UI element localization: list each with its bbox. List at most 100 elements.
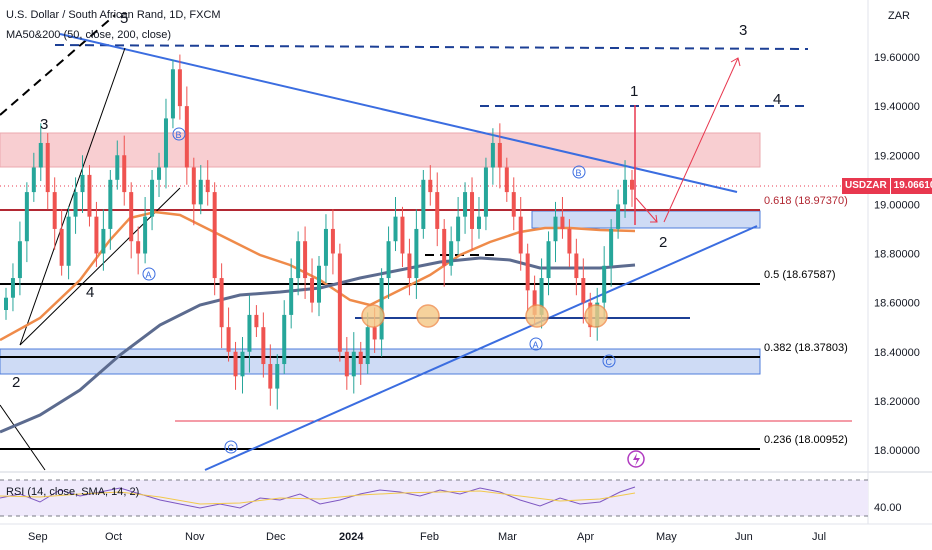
candle: [226, 307, 231, 362]
pivot-marker-4[interactable]: [584, 304, 608, 328]
candle: [150, 169, 155, 231]
candle: [80, 155, 85, 213]
candle: [157, 152, 162, 198]
candle: [351, 332, 356, 394]
candle: [101, 209, 106, 271]
candle: [38, 123, 43, 182]
pivot-marker-1[interactable]: [361, 304, 385, 328]
fib-label-0618: 0.618 (18.97370): [764, 195, 848, 207]
price-tick-label: 18.40000: [874, 347, 920, 359]
black-trend-1[interactable]: [19, 47, 126, 346]
price-tick-label: 19.40000: [874, 101, 920, 113]
candle: [261, 312, 266, 378]
candle: [456, 197, 461, 255]
time-tick-label: Sep: [28, 531, 48, 543]
candle: [136, 226, 141, 275]
time-tick-label: Nov: [185, 531, 205, 543]
candle: [504, 157, 509, 202]
ticker-price: 19.06610: [889, 178, 932, 194]
candle: [303, 226, 308, 299]
price-tick-label: 18.60000: [874, 298, 920, 310]
svg-text:A: A: [146, 270, 152, 280]
candle: [240, 337, 245, 394]
candle: [344, 337, 349, 390]
black-trend-3[interactable]: [0, 404, 46, 471]
chart-title: U.S. Dollar / South African Rand, 1D, FX…: [6, 9, 221, 21]
circle-label-a2: A: [529, 337, 543, 351]
candle: [191, 157, 196, 226]
candle: [275, 354, 280, 410]
candle: [400, 206, 405, 268]
resistance-zone[interactable]: [0, 132, 761, 168]
candle: [490, 128, 495, 185]
candle: [129, 182, 134, 259]
forecast-arrow-up-head: [730, 57, 741, 67]
candle: [170, 59, 175, 129]
candle: [407, 238, 412, 296]
time-axis[interactable]: Sep Oct Nov Dec 2024 Feb Mar Apr May Jun Jul: [28, 531, 826, 543]
candle: [449, 226, 454, 276]
candle: [546, 231, 551, 296]
candle: [17, 221, 22, 296]
pivot-marker-2[interactable]: [416, 304, 440, 328]
candle: [31, 152, 36, 202]
rsi-line[interactable]: [0, 486, 636, 509]
price-axis[interactable]: 19.60000 19.40000 19.20000 19.00000 18.80000…: [874, 52, 920, 457]
candle: [476, 197, 481, 239]
candle: [337, 243, 342, 362]
candle: [24, 182, 29, 263]
candle: [323, 214, 328, 283]
svg-text:C: C: [228, 443, 235, 453]
candle: [108, 169, 113, 250]
price-badge: USDZAR 19.06610: [842, 178, 932, 194]
candle: [414, 209, 419, 299]
candle: [247, 295, 252, 373]
forecast-arrow-up[interactable]: [663, 57, 739, 223]
lightning-event-icon[interactable]: [627, 450, 645, 468]
circle-label-c2: C: [602, 354, 616, 368]
forecast-arrow-down[interactable]: [635, 197, 658, 223]
fib-label-05: 0.5 (18.67587): [764, 269, 836, 281]
ascending-trendline[interactable]: [204, 225, 758, 471]
candle: [393, 197, 398, 252]
rsi-tick-40: 40.00: [874, 502, 902, 514]
ticker-symbol: USDZAR: [842, 178, 890, 194]
candle: [296, 231, 301, 296]
candle: [10, 263, 15, 312]
time-tick-label: Apr: [577, 531, 594, 543]
time-tick-label: Dec: [266, 531, 286, 543]
candle: [581, 258, 586, 324]
candle: [254, 305, 259, 338]
support-zone-lower[interactable]: [0, 348, 761, 375]
candle: [205, 160, 210, 206]
candle: [143, 197, 148, 264]
candle: [317, 255, 321, 317]
candle: [59, 209, 64, 276]
candle: [428, 165, 433, 206]
candle: [45, 133, 50, 210]
time-tick-label: 2024: [339, 531, 364, 543]
price-tick-label: 19.20000: [874, 150, 920, 162]
price-tick-label: 18.80000: [874, 249, 920, 261]
candle: [268, 344, 273, 406]
wave-label-3-left: 3: [40, 116, 48, 133]
black-dashed-top-left[interactable]: [0, 14, 116, 116]
candle: [518, 197, 523, 271]
target-line-3[interactable]: [54, 44, 809, 50]
candle: [435, 172, 440, 247]
candle: [616, 189, 621, 239]
candle: [470, 177, 475, 250]
support-zone-upper[interactable]: [531, 210, 761, 229]
candle: [122, 135, 127, 206]
candle: [630, 169, 634, 207]
currency-label[interactable]: ZAR: [888, 10, 910, 22]
candle: [623, 160, 628, 218]
rsi-sma-line[interactable]: [0, 490, 636, 505]
rsi-indicator-label: RSI (14, close, SMA, 14, 2): [6, 486, 140, 498]
candlestick-series[interactable]: [4, 54, 634, 410]
candle: [609, 219, 614, 287]
candle: [330, 209, 335, 275]
candle: [497, 123, 502, 189]
pivot-marker-3[interactable]: [525, 304, 549, 328]
